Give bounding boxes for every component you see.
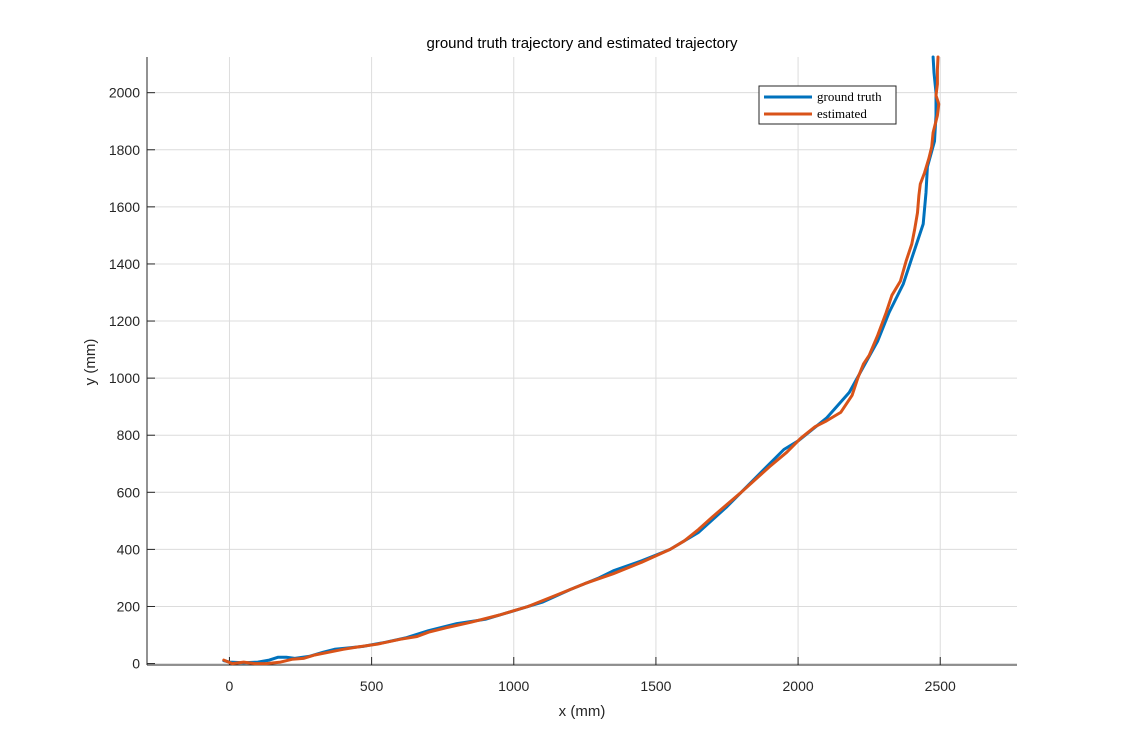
x-axis-label: x (mm) [559,703,606,720]
series-line-estimated [222,55,941,666]
legend-box [758,85,897,125]
y-tick-label: 1800 [109,142,140,158]
x-tick-label: 0 [226,678,234,694]
y-tick-label: 1600 [109,199,140,215]
x-tick-label: 1500 [640,678,671,694]
y-tick-label: 1000 [109,370,140,386]
axes [146,57,1017,666]
legend: ground truth estimated [758,85,897,125]
series-lines [222,55,941,666]
legend-label-estimated: estimated [817,106,867,121]
y-tick-label: 0 [132,656,140,672]
y-tick-label: 1200 [109,313,140,329]
y-tick-label: 2000 [109,85,140,101]
y-tick-label: 1400 [109,256,140,272]
x-tick-label: 500 [360,678,384,694]
x-tick-label: 2500 [925,678,956,694]
x-tick-label: 2000 [783,678,814,694]
y-tick-label: 400 [117,541,141,557]
chart-title: ground truth trajectory and estimated tr… [427,35,738,52]
y-tick-label: 800 [117,427,141,443]
tick-labels: 0 500 1000 1500 2000 2500 0 200 400 600 800 1000 120… [109,85,956,694]
y-axis-label: y (mm) [82,339,99,386]
x-tick-label: 1000 [498,678,529,694]
y-tick-label: 200 [117,598,141,614]
y-tick-label: 600 [117,484,141,500]
legend-label-ground-truth: ground truth [817,89,882,104]
grid [147,57,1017,665]
